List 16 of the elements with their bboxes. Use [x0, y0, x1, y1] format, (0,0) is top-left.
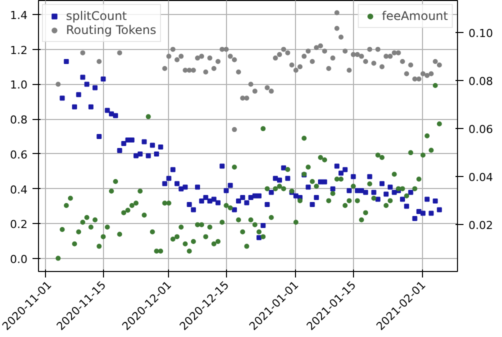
y-tick-label: 1.0	[10, 78, 28, 92]
legend-label: splitCount	[66, 9, 127, 23]
y2-tick-label: 0.02	[468, 219, 493, 232]
y-tick-label: 0.6	[10, 148, 28, 162]
legend-label: Routing Tokens	[66, 23, 156, 37]
y-tick-label: 0.4	[10, 183, 28, 196]
y2-tick-label: 0.04	[468, 171, 493, 184]
y2-tick-label: 0.10	[468, 27, 493, 40]
y-tick-label: 0.8	[10, 114, 28, 127]
y2-tick-label: 0.06	[468, 123, 493, 136]
y-tick-label: 1.4	[10, 8, 28, 22]
legend-label: feeAmount	[382, 9, 448, 23]
y2-tick-label: 0.08	[468, 75, 493, 88]
y-tick-label: 1.2	[10, 44, 28, 57]
y-tick-label: 0.0	[10, 253, 28, 266]
y-tick-label: 0.2	[10, 218, 28, 232]
